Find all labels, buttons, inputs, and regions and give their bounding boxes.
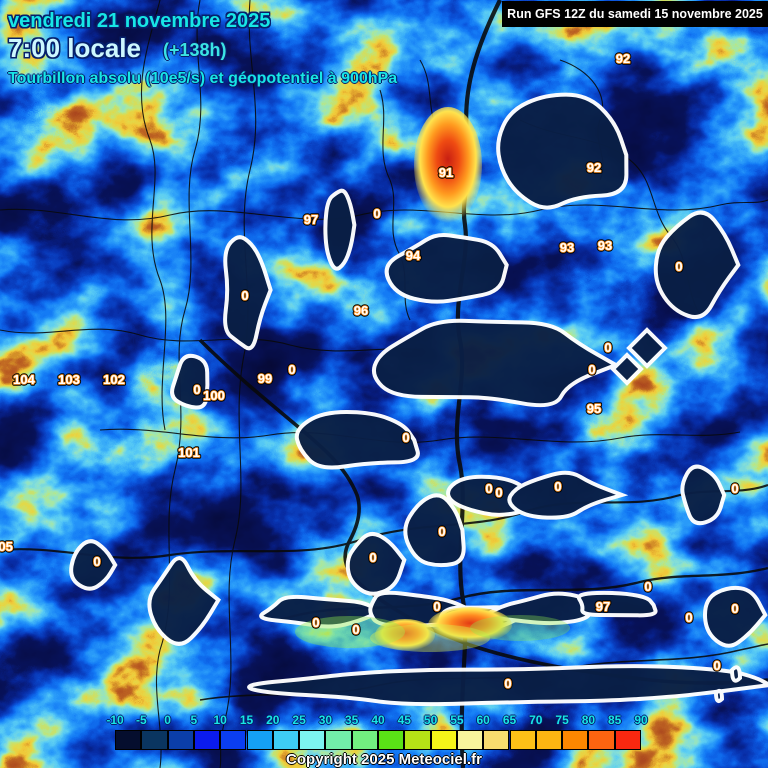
svg-text:0: 0 — [193, 382, 200, 397]
svg-text:0: 0 — [288, 362, 295, 377]
svg-text:0: 0 — [685, 610, 692, 625]
svg-text:0: 0 — [241, 288, 248, 303]
svg-text:0: 0 — [713, 658, 720, 673]
svg-text:93: 93 — [598, 238, 612, 253]
svg-text:91: 91 — [439, 165, 453, 180]
svg-text:92: 92 — [587, 160, 601, 175]
svg-text:0: 0 — [402, 430, 409, 445]
svg-text:0: 0 — [604, 340, 611, 355]
svg-text:97: 97 — [596, 599, 610, 614]
svg-text:0: 0 — [93, 554, 100, 569]
svg-text:0: 0 — [731, 601, 738, 616]
svg-text:0: 0 — [373, 206, 380, 221]
svg-text:0: 0 — [495, 485, 502, 500]
svg-text:0: 0 — [369, 550, 376, 565]
svg-text:105: 105 — [0, 539, 13, 554]
svg-text:0: 0 — [731, 481, 738, 496]
svg-text:97: 97 — [304, 212, 318, 227]
svg-text:0: 0 — [433, 599, 440, 614]
svg-text:102: 102 — [103, 372, 125, 387]
svg-text:99: 99 — [258, 371, 272, 386]
svg-text:96: 96 — [354, 303, 368, 318]
svg-text:94: 94 — [406, 248, 421, 263]
svg-text:95: 95 — [587, 401, 601, 416]
svg-text:0: 0 — [438, 524, 445, 539]
svg-text:100: 100 — [203, 388, 225, 403]
svg-text:104: 104 — [13, 372, 35, 387]
svg-text:0: 0 — [554, 479, 561, 494]
svg-text:0: 0 — [312, 615, 319, 630]
svg-text:0: 0 — [588, 362, 595, 377]
svg-text:0: 0 — [485, 481, 492, 496]
svg-text:0: 0 — [352, 622, 359, 637]
svg-text:0: 0 — [644, 579, 651, 594]
svg-text:101: 101 — [178, 445, 200, 460]
svg-text:103: 103 — [58, 372, 80, 387]
svg-text:92: 92 — [616, 51, 630, 66]
svg-text:0: 0 — [675, 259, 682, 274]
svg-text:93: 93 — [560, 240, 574, 255]
svg-text:0: 0 — [504, 676, 511, 691]
